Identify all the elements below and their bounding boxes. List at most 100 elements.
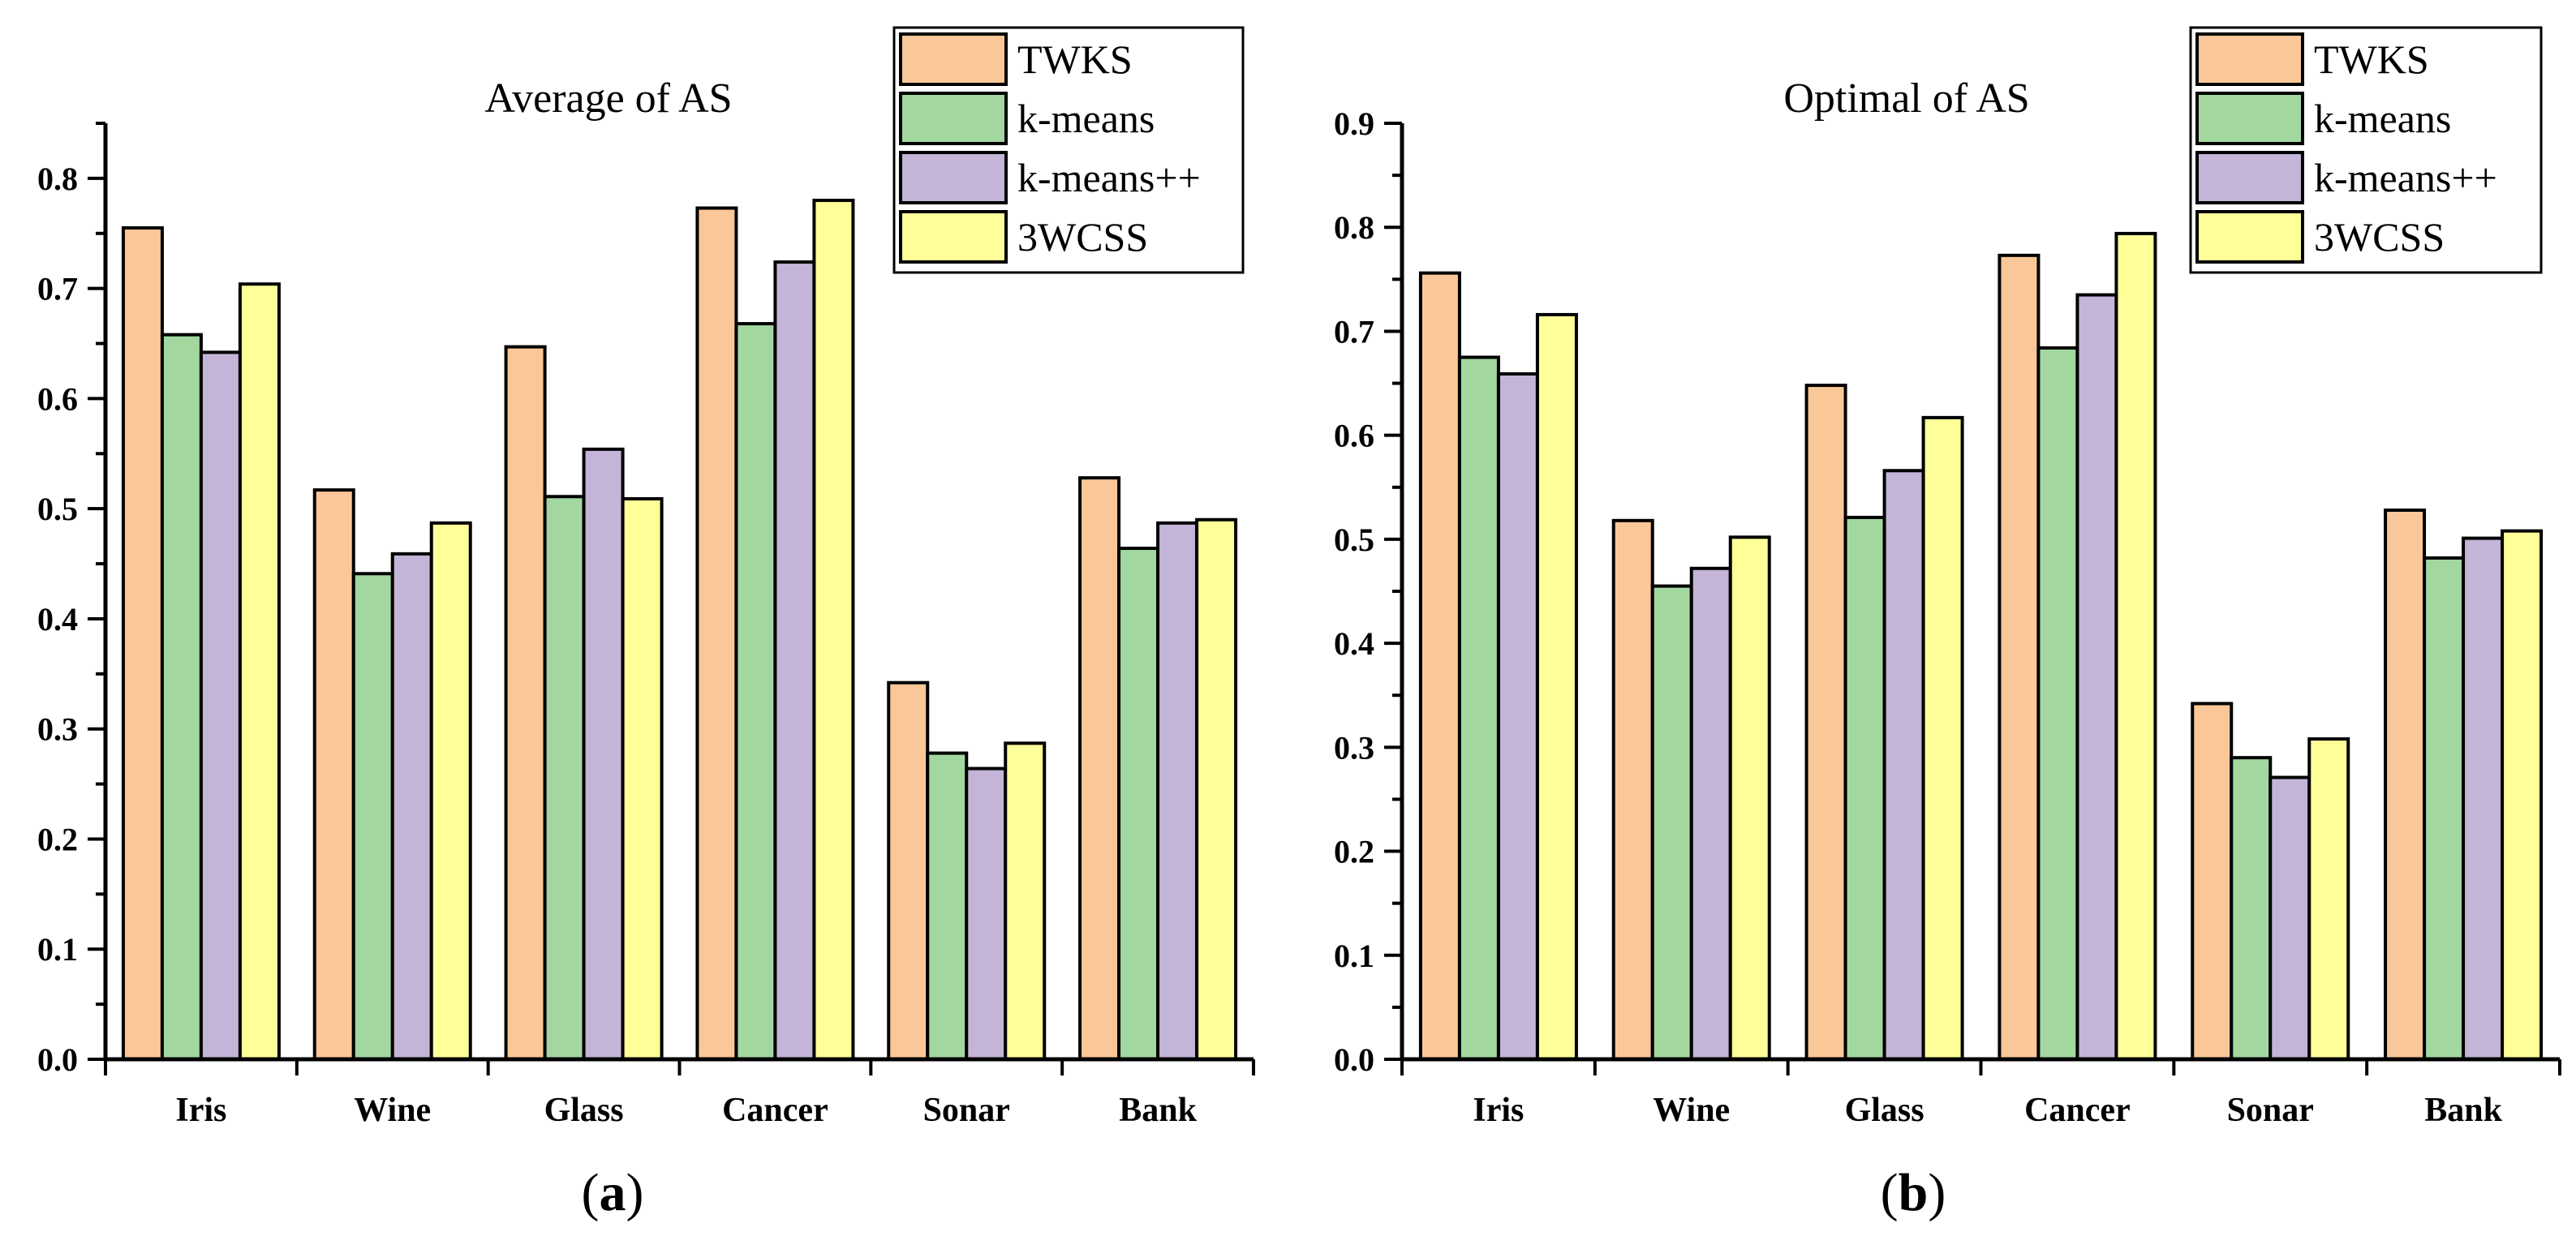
panel-paren-close: ) [626,1163,644,1222]
bar-bank-3wcss [2501,529,2544,1061]
bar-glass-twks [1804,384,1847,1061]
bar-wine-twks [1611,518,1654,1061]
bar-sonar-k-means [2230,756,2273,1062]
bar-sonar-k-meansplusplus [965,766,1008,1061]
y-tick-label: 0.5 [1334,522,1374,558]
chart-title: Average of AS [484,75,732,122]
y-tick-label: 0.2 [1334,834,1374,870]
bar-iris-k-means [1457,355,1500,1061]
bar-wine-k-means [351,572,394,1061]
legend-swatch-k-meansplusplus [899,151,1008,204]
bar-sonar-k-means [926,751,969,1061]
y-tick-label: 0.3 [37,711,78,748]
bar-cancer-k-meansplusplus [2075,293,2118,1062]
bar-cancer-k-means [2036,346,2079,1061]
bar-bank-k-means [1117,547,1160,1061]
legend: TWKS k-means k-means++ 3WCSS [2189,26,2543,274]
panel-label: (b) [1881,1163,1946,1222]
bar-cancer-3wcss [812,199,855,1062]
x-tick-label: Cancer [2024,1092,2131,1129]
bar-cancer-k-meansplusplus [773,260,816,1061]
bar-wine-k-meansplusplus [1689,566,1732,1061]
bar-bank-k-meansplusplus [1156,521,1199,1061]
bar-bank-twks [1078,476,1121,1061]
legend-label: TWKS [2314,36,2429,82]
bar-cancer-3wcss [2114,231,2157,1062]
bar-iris-3wcss [1535,312,1578,1061]
panel-paren-open: ( [582,1163,600,1222]
legend-label: TWKS [1017,36,1133,82]
x-tick-label: Wine [354,1092,431,1129]
x-tick-label: Bank [2424,1092,2502,1129]
bar-wine-3wcss [429,521,472,1061]
bar-sonar-twks [887,680,930,1061]
panel-letter: a [600,1163,626,1222]
bar-cancer-twks [695,206,738,1061]
bar-sonar-twks [2191,702,2234,1061]
bar-glass-3wcss [1921,415,1964,1061]
x-tick-label: Iris [175,1092,226,1129]
y-tick-label: 0.8 [1334,209,1374,246]
bar-bank-3wcss [1195,517,1238,1061]
bar-glass-k-means [543,495,586,1061]
legend-swatch-twks [2195,32,2304,86]
bar-glass-twks [504,345,547,1061]
x-tick-label: Cancer [722,1092,828,1129]
bar-glass-k-meansplusplus [582,447,625,1061]
legend-label: k-means++ [1017,155,1201,200]
bar-iris-3wcss [238,282,281,1061]
y-tick-label: 0.7 [1334,313,1374,350]
bar-wine-k-means [1650,584,1693,1061]
panel-paren-close: ) [1928,1163,1946,1222]
legend-label: 3WCSS [2314,214,2445,260]
bar-iris-k-means [160,333,203,1062]
y-tick-label: 0.1 [1334,938,1374,974]
legend: TWKS k-means k-means++ 3WCSS [892,26,1245,274]
y-tick-label: 0.1 [37,931,78,968]
bar-iris-twks [121,225,164,1062]
legend-swatch-k-meansplusplus [2195,151,2304,204]
y-tick-label: 0.6 [1334,418,1374,454]
bar-iris-k-meansplusplus [199,350,242,1062]
legend-label: k-means [1017,96,1155,141]
y-tick-label: 0.2 [37,821,78,857]
panel-label: (a) [582,1163,644,1222]
y-tick-label: 0.8 [37,161,78,197]
bar-wine-3wcss [1728,535,1771,1061]
y-tick-label: 0.6 [37,380,78,417]
panel-paren-open: ( [1881,1163,1899,1222]
bar-cancer-twks [1998,253,2041,1061]
panel-letter: b [1899,1163,1929,1222]
bar-bank-k-means [2423,556,2466,1061]
x-tick-label: Bank [1119,1092,1197,1129]
bar-wine-k-meansplusplus [390,552,433,1061]
legend-swatch-3wcss [899,210,1008,264]
bar-iris-k-meansplusplus [1496,372,1539,1061]
y-tick-label: 0.3 [1334,729,1374,766]
x-tick-label: Glass [1845,1092,1924,1129]
legend-label: k-means [2314,96,2451,141]
bar-sonar-3wcss [2307,737,2350,1061]
bar-wine-twks [312,488,355,1061]
legend-swatch-3wcss [2195,210,2304,264]
chart-title: Optimal of AS [1783,75,2029,122]
x-tick-label: Glass [544,1092,624,1129]
bar-sonar-k-meansplusplus [2269,775,2312,1061]
chart-panel-a: Average of AS Iris Wine Glass Cancer Sonar Ban… [37,26,1255,1222]
legend-swatch-k-means [899,92,1008,145]
y-tick-label: 0.4 [1334,625,1374,662]
y-tick-label: 0.9 [1334,105,1374,142]
y-tick-label: 0.0 [1334,1041,1374,1078]
x-tick-label: Wine [1653,1092,1730,1129]
bar-cancer-k-means [734,322,777,1062]
legend-label: k-means++ [2314,155,2497,200]
chart-panel-b: Optimal of AS Iris Wine Glass Cancer Sonar Ban… [1334,26,2561,1222]
bar-glass-3wcss [621,496,664,1061]
y-tick-label: 0.5 [37,491,78,527]
y-tick-label: 0.7 [37,271,78,307]
bar-iris-twks [1418,271,1461,1061]
bar-bank-twks [2384,508,2427,1061]
legend-swatch-k-means [2195,92,2304,145]
legend-label: 3WCSS [1017,214,1148,260]
